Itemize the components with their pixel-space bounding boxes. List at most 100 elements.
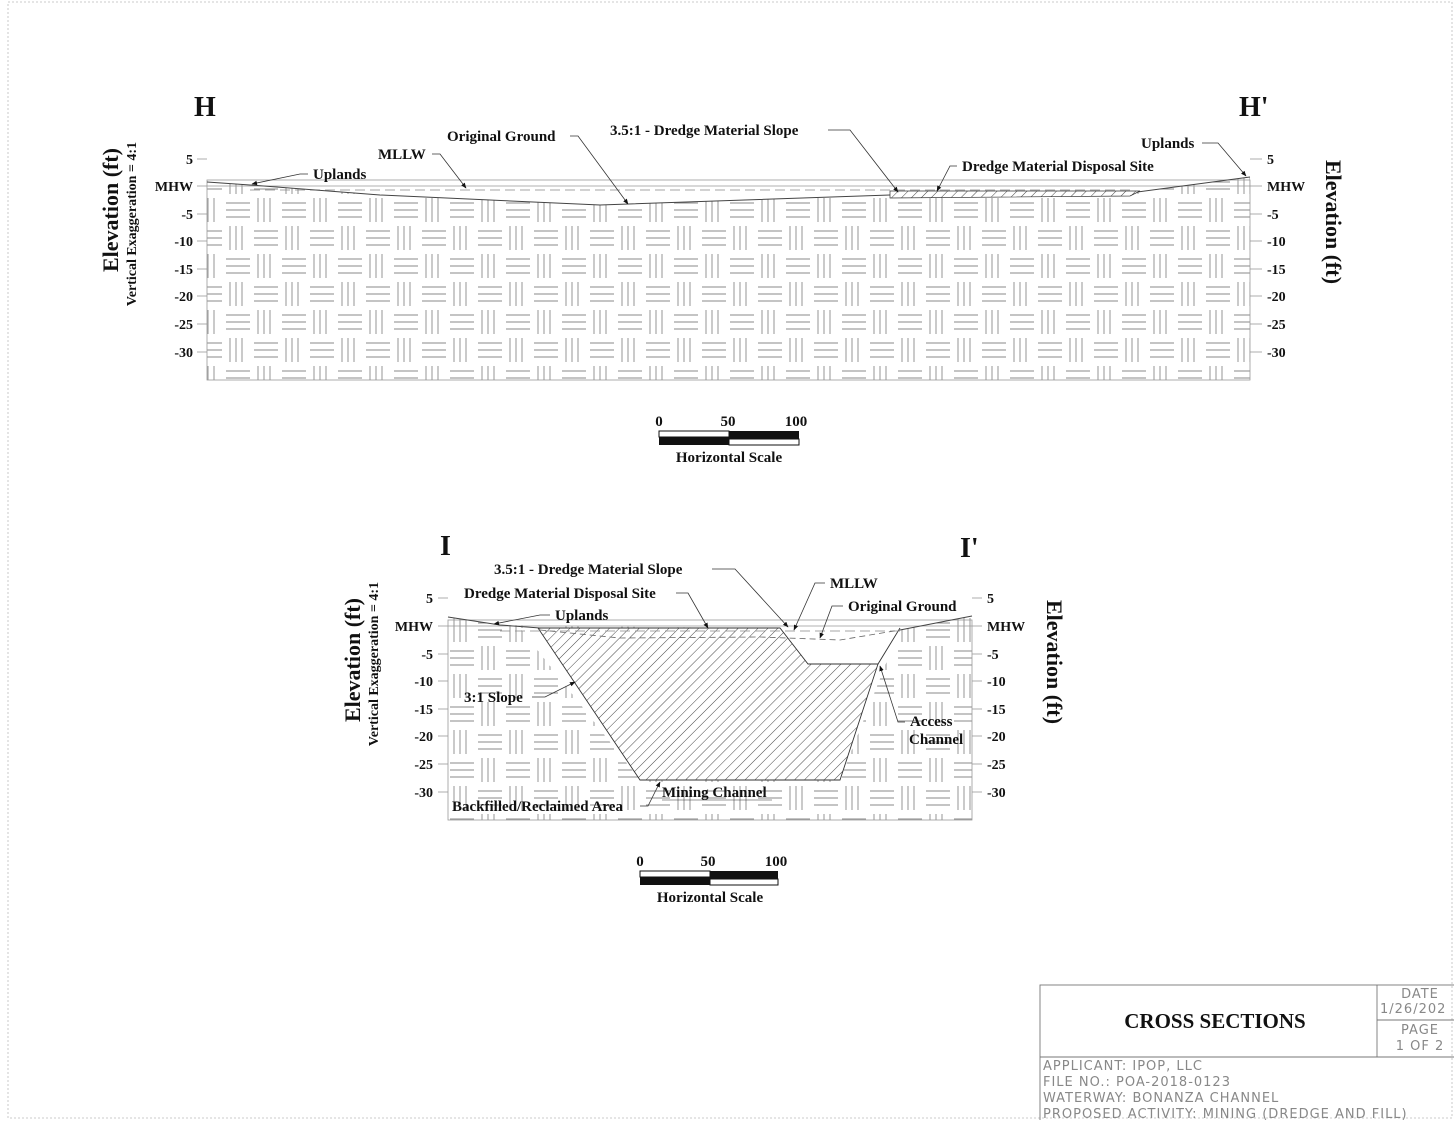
section-h-right-tick-neg10: -10: [1267, 235, 1286, 250]
title-block-applicant: APPLICANT: IPOP, LLC: [1043, 1059, 1203, 1074]
section-h-leader-disposal-site: [936, 165, 957, 192]
section-h-leader-original-ground: [570, 135, 629, 205]
section-i-callout-slope: 3.5:1 - Dredge Material Slope: [494, 562, 683, 578]
section-i-right-tick-neg5: -5: [987, 648, 999, 663]
title-block-file-no: FILE NO.: POA-2018-0123: [1043, 1075, 1231, 1090]
section-h-callout-uplands-left: Uplands: [313, 167, 367, 183]
section-i-right-tick-neg15: -15: [987, 703, 1006, 718]
section-h-left-axis-subtitle: Vertical Exaggeration = 4:1: [125, 142, 140, 306]
section-h-left-axis-title: Elevation (ft): [98, 148, 123, 272]
section-i-left-axis-subtitle: Vertical Exaggeration = 4:1: [367, 582, 382, 746]
section-i-right-axis-title: Elevation (ft): [1042, 600, 1067, 724]
section-i-left-tick-neg10: -10: [414, 675, 433, 690]
section-i-callout-disposal-site: Dredge Material Disposal Site: [464, 586, 656, 602]
section-i-leader-disposal-site: [676, 592, 709, 629]
section-i-leader-original-ground: [819, 605, 843, 639]
section-h-left-tick-neg30: -30: [174, 346, 193, 361]
section-h-frame: [206, 179, 1251, 381]
section-i-right-ticks: [972, 597, 982, 793]
section-i-callout-original-ground: Original Ground: [848, 599, 957, 615]
section-h-left-tick-neg10: -10: [174, 235, 193, 250]
section-h-scale-label: Horizontal Scale: [676, 450, 783, 466]
section-i-scale-tick-0: 0: [636, 854, 644, 870]
section-h-right-tick-neg15: -15: [1267, 263, 1286, 278]
section-i-right-tick-neg30: -30: [987, 786, 1006, 801]
section-h-right-tick-5: 5: [1267, 153, 1274, 168]
section-i-end-label: I': [960, 533, 979, 564]
section-i-left-tick-neg5: -5: [421, 648, 433, 663]
section-i-callout-access-1: Access: [910, 714, 953, 730]
section-i-leader-backfilled: [640, 781, 661, 807]
section-i-left-ticks: [438, 597, 448, 793]
section-i-scale-tick-100: 100: [765, 854, 788, 870]
section-h-end-label: H': [1239, 92, 1269, 123]
section-i-leader-mllw: [793, 582, 825, 631]
section-i-right-tick-neg20: -20: [987, 730, 1006, 745]
section-h-left-tick-neg5: -5: [181, 208, 193, 223]
section-h-right-tick-neg5: -5: [1267, 208, 1279, 223]
section-i-leader-3-1-slope: [532, 681, 576, 698]
title-block-date-label: DATE: [1401, 987, 1439, 1002]
section-h-right-axis-title: Elevation (ft): [1321, 160, 1346, 284]
section-h-leader-uplands-left: [251, 173, 308, 186]
section-i-scale-bar: [639, 870, 779, 886]
section-h-left-tick-neg25: -25: [174, 318, 193, 333]
section-i-callout-backfilled: Backfilled/Reclaimed Area: [452, 799, 623, 815]
section-i-right-tick-5: 5: [987, 592, 994, 607]
section-i-leader-slope: [712, 568, 789, 628]
section-i-callout-3-1-slope: 3:1 Slope: [464, 690, 523, 706]
section-h-callout-original-ground: Original Ground: [447, 129, 556, 145]
section-h-scale-bar: [658, 430, 800, 446]
section-h-soil-fill: [207, 177, 1250, 380]
section-i-left-tick-5: 5: [426, 592, 433, 607]
section-h-leader-uplands-right: [1202, 142, 1247, 177]
section-h-callout-disposal-site: Dredge Material Disposal Site: [962, 159, 1154, 175]
section-i-right-tick-neg10: -10: [987, 675, 1006, 690]
section-i-callout-access-2: Channel: [909, 732, 963, 748]
section-h-left-tick-5: 5: [186, 153, 193, 168]
section-i-left-tick-neg15: -15: [414, 703, 433, 718]
section-h-scale-tick-50: 50: [721, 414, 736, 430]
section-h-scale-tick-100: 100: [785, 414, 808, 430]
title-block-page-label: PAGE: [1401, 1023, 1439, 1038]
section-i-leader-uplands: [493, 614, 550, 626]
section-i-scale-tick-50: 50: [701, 854, 716, 870]
section-h-disposal-hatch: [889, 190, 1141, 199]
section-i-left-axis-title: Elevation (ft): [340, 598, 365, 722]
section-i-callout-mining-channel: Mining Channel: [662, 785, 767, 801]
section-i-scale-label: Horizontal Scale: [657, 890, 764, 906]
sheet-border: [7, 1, 1453, 1119]
section-h-scale-tick-0: 0: [655, 414, 663, 430]
title-block-waterway: WATERWAY: BONANZA CHANNEL: [1043, 1091, 1279, 1106]
section-h-callout-slope: 3.5:1 - Dredge Material Slope: [610, 123, 799, 139]
section-i-right-tick-mhw: MHW: [987, 620, 1025, 635]
section-i-ground-left: [447, 616, 541, 629]
section-h-right-tick-neg30: -30: [1267, 346, 1286, 361]
section-h-leader-mllw: [432, 153, 467, 189]
section-i-start-label: I: [440, 531, 451, 562]
section-h-left-tick-mhw: MHW: [155, 180, 193, 195]
title-block-activity: PROPOSED ACTIVITY: MINING (DREDGE AND FI…: [1043, 1107, 1408, 1120]
section-i-left-tick-neg20: -20: [414, 730, 433, 745]
section-i-left-tick-neg30: -30: [414, 786, 433, 801]
section-i: I I' 5 MHW: [340, 531, 1067, 906]
section-i-left-tick-mhw: MHW: [395, 620, 433, 635]
section-h: H H' 5 MHW -5 -10 -15: [98, 92, 1346, 466]
section-i-callout-uplands: Uplands: [555, 608, 609, 624]
section-h-right-tick-neg25: -25: [1267, 318, 1286, 333]
section-i-leader-access-channel: [879, 665, 905, 723]
title-block: CROSS SECTIONS DATE 1/26/202 PAGE 1 OF 2…: [1039, 984, 1454, 1125]
section-h-left-tick-neg20: -20: [174, 290, 193, 305]
title-block-date-value: 1/26/202: [1380, 1002, 1446, 1017]
section-i-original-ground-line: [539, 629, 901, 641]
section-h-left-ticks: [197, 158, 207, 353]
section-i-ground-right: [899, 615, 973, 631]
title-block-title: CROSS SECTIONS: [1124, 1009, 1305, 1033]
section-h-left-tick-neg15: -15: [174, 263, 193, 278]
section-h-right-ticks: [1250, 158, 1262, 353]
section-i-right-tick-neg25: -25: [987, 758, 1006, 773]
section-i-frame: [447, 619, 973, 821]
section-i-callout-mllw: MLLW: [830, 576, 878, 592]
section-i-access-channel-outline: [808, 627, 901, 665]
section-i-left-tick-neg25: -25: [414, 758, 433, 773]
